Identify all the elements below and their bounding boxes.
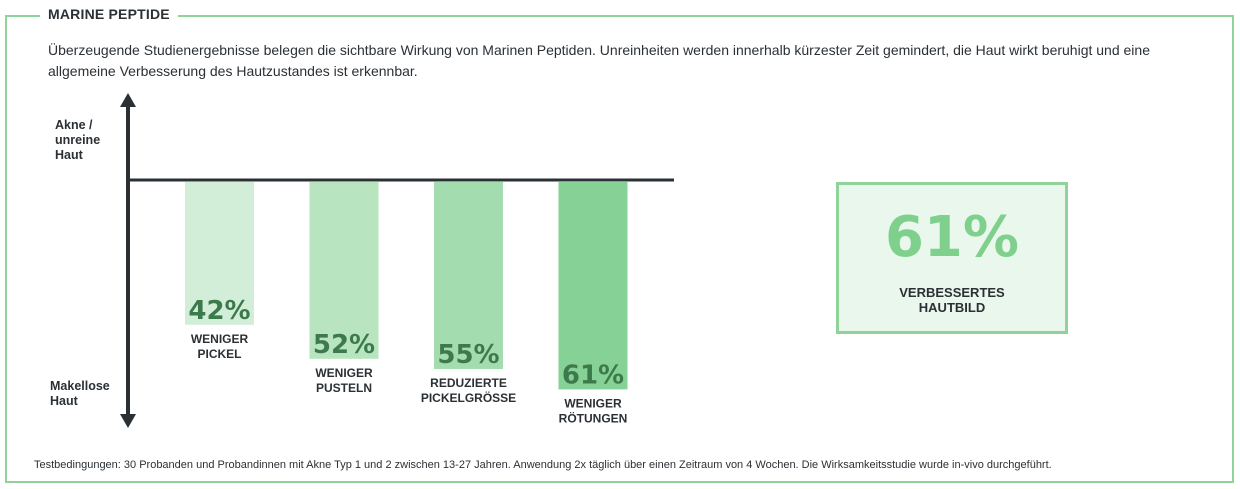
bar-category-label: WENIGER	[564, 396, 622, 410]
bar	[434, 182, 503, 369]
bar-category-label: REDUZIERTE	[430, 376, 507, 390]
bar	[309, 182, 379, 359]
bar-value-label: 42%	[188, 296, 250, 326]
bar	[185, 182, 254, 325]
axis-top-label: Akne / unreine Haut	[55, 118, 101, 162]
y-axis-arrow-bottom	[120, 414, 136, 428]
panel-frame	[5, 15, 1234, 483]
bar-value-label: 52%	[313, 330, 375, 360]
bar-category-label: WENIGER	[315, 366, 373, 380]
intro-text: Überzeugende Studienergebnisse belegen d…	[48, 42, 1150, 79]
bar-category-label: PUSTELN	[316, 381, 372, 395]
axis-bottom-label: Makellose Haut	[50, 379, 110, 408]
summary-value: 61%	[884, 205, 1020, 270]
bar-category-label: PICKEL	[197, 347, 241, 361]
panel-title: MARINE PEPTIDE	[40, 6, 178, 22]
bar	[558, 182, 628, 390]
footnote: Testbedingungen: 30 Probanden und Proban…	[34, 459, 1052, 471]
y-axis-arrow-top	[120, 93, 136, 107]
bar-category-label: PICKELGRÖSSE	[421, 390, 516, 405]
bar-value-label: 61%	[562, 360, 624, 390]
summary-box: 61% VERBESSERTES HAUTBILD	[836, 182, 1068, 334]
bar-value-label: 55%	[437, 340, 499, 370]
bar-category-label: WENIGER	[191, 332, 249, 346]
summary-label: VERBESSERTES HAUTBILD	[899, 285, 1005, 315]
bar-category-label: RÖTUNGEN	[559, 410, 628, 425]
